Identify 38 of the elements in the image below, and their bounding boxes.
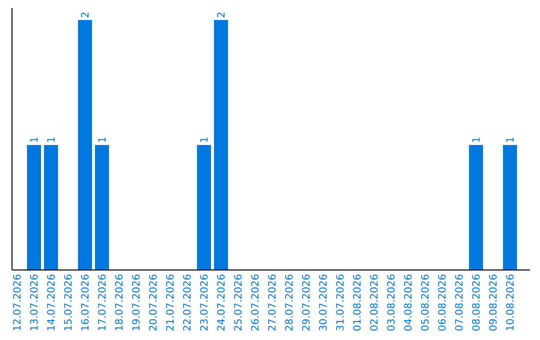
x-tick-label: 09.08.2026 xyxy=(488,274,500,332)
data-label: 2 xyxy=(216,12,228,18)
x-tick-label: 03.08.2026 xyxy=(386,274,398,332)
x-tick-label: 26.07.2026 xyxy=(250,274,262,332)
x-tick-label: 15.07.2026 xyxy=(64,274,74,332)
x-tick-label: 04.08.2026 xyxy=(404,274,414,332)
x-tick-label: 28.07.2026 xyxy=(284,274,296,332)
data-label: 1 xyxy=(472,136,482,143)
x-tick-label: 16.07.2026 xyxy=(80,274,92,332)
x-tick-label: 22.07.2026 xyxy=(182,274,194,332)
x-tick-label: 05.08.2026 xyxy=(420,274,432,332)
data-label: 1 xyxy=(46,136,58,143)
x-tick-label: 08.08.2026 xyxy=(472,274,482,332)
x-tick-label: 24.07.2026 xyxy=(216,274,228,332)
x-tick-label: 14.07.2026 xyxy=(46,274,58,332)
x-tick-label: 30.07.2026 xyxy=(318,274,330,332)
x-tick-label: 12.07.2026 xyxy=(12,274,24,332)
x-tick-label: 02.08.2026 xyxy=(370,274,380,332)
x-tick-label: 18.07.2026 xyxy=(114,274,126,332)
x-tick-label: 07.08.2026 xyxy=(454,274,466,332)
x-tick-label: 19.07.2026 xyxy=(132,274,142,332)
x-tick-label: 27.07.2026 xyxy=(268,274,278,332)
x-tick-label: 21.07.2026 xyxy=(166,274,176,332)
data-label: 1 xyxy=(98,136,108,143)
x-tick-label: 25.07.2026 xyxy=(234,274,244,332)
x-tick-label: 10.08.2026 xyxy=(506,274,516,332)
x-tick-label: 17.07.2026 xyxy=(98,274,108,332)
x-tick-label: 23.07.2026 xyxy=(200,274,210,332)
data-label: 1 xyxy=(200,136,210,143)
x-tick-label: 29.07.2026 xyxy=(302,274,312,332)
x-tick-label: 31.07.2026 xyxy=(336,274,346,332)
x-tick-label: 13.07.2026 xyxy=(30,274,40,332)
data-label: 2 xyxy=(80,12,92,18)
x-tick-label: 06.08.2026 xyxy=(438,274,448,332)
x-tick-label: 20.07.2026 xyxy=(148,274,160,332)
data-label: 1 xyxy=(30,136,40,143)
data-label: 1 xyxy=(506,136,516,143)
x-tick-label: 01.08.2026 xyxy=(352,274,364,332)
